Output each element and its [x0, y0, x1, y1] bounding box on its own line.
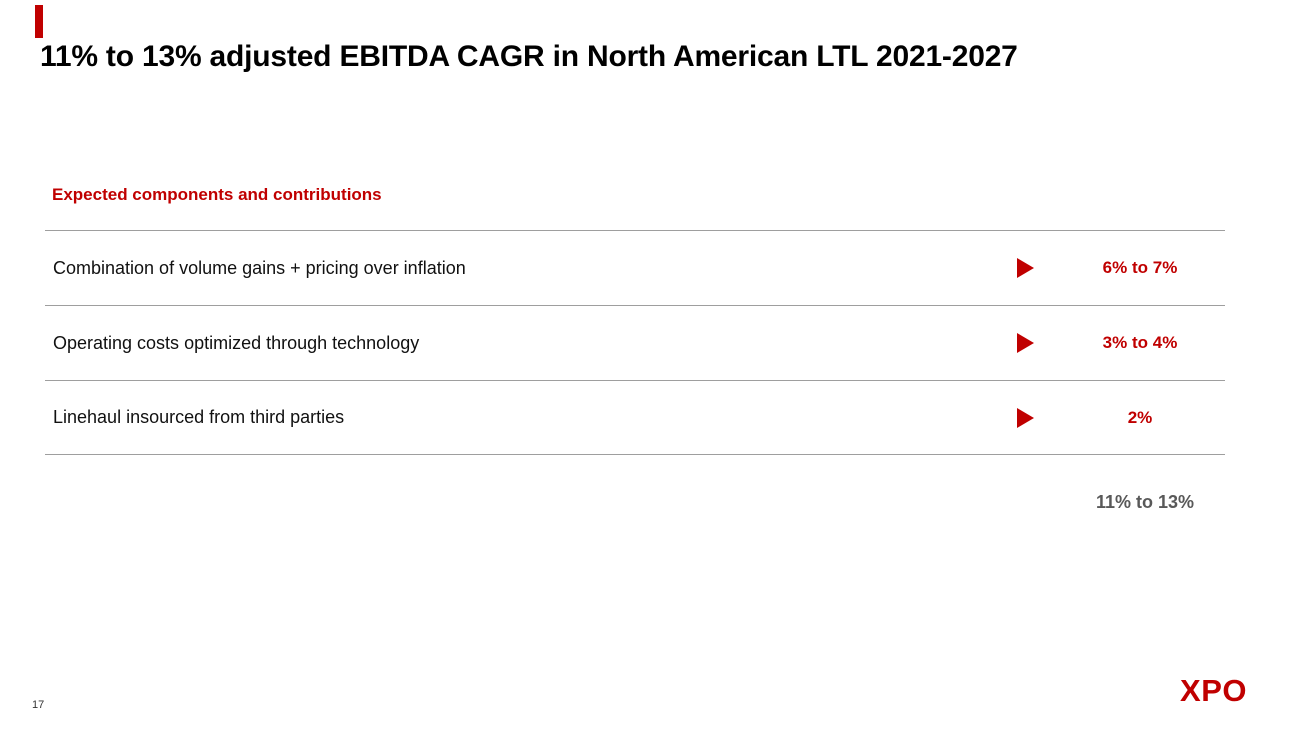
row-label: Operating costs optimized through techno… [53, 332, 420, 353]
right-triangle-icon [1016, 258, 1034, 278]
page-number: 17 [32, 699, 45, 711]
row-value: 2% [1127, 407, 1153, 427]
row-value: 6% to 7% [1102, 258, 1178, 277]
row-label: Linehaul insourced from third parties [53, 407, 345, 427]
right-triangle-icon [1016, 333, 1034, 353]
section-heading: Expected components and contributions [52, 185, 382, 204]
table-row: Linehaul insourced from third parties 2% [45, 380, 1225, 455]
slide-title: 11% to 13% adjusted EBITDA CAGR in North… [40, 40, 1018, 73]
table-row: Operating costs optimized through techno… [45, 305, 1225, 380]
row-label: Combination of volume gains + pricing ov… [53, 257, 466, 278]
arrow-cell [995, 258, 1055, 278]
arrow-cell [995, 407, 1055, 428]
xpo-logo: XPO [1180, 673, 1247, 708]
arrow-cell [995, 333, 1055, 353]
accent-bar [35, 5, 43, 38]
row-value: 3% to 4% [1102, 333, 1178, 352]
components-table: Combination of volume gains + pricing ov… [45, 230, 1225, 455]
right-triangle-icon [1016, 407, 1034, 428]
total-value: 11% to 13% [1095, 492, 1195, 512]
table-row: Combination of volume gains + pricing ov… [45, 230, 1225, 305]
